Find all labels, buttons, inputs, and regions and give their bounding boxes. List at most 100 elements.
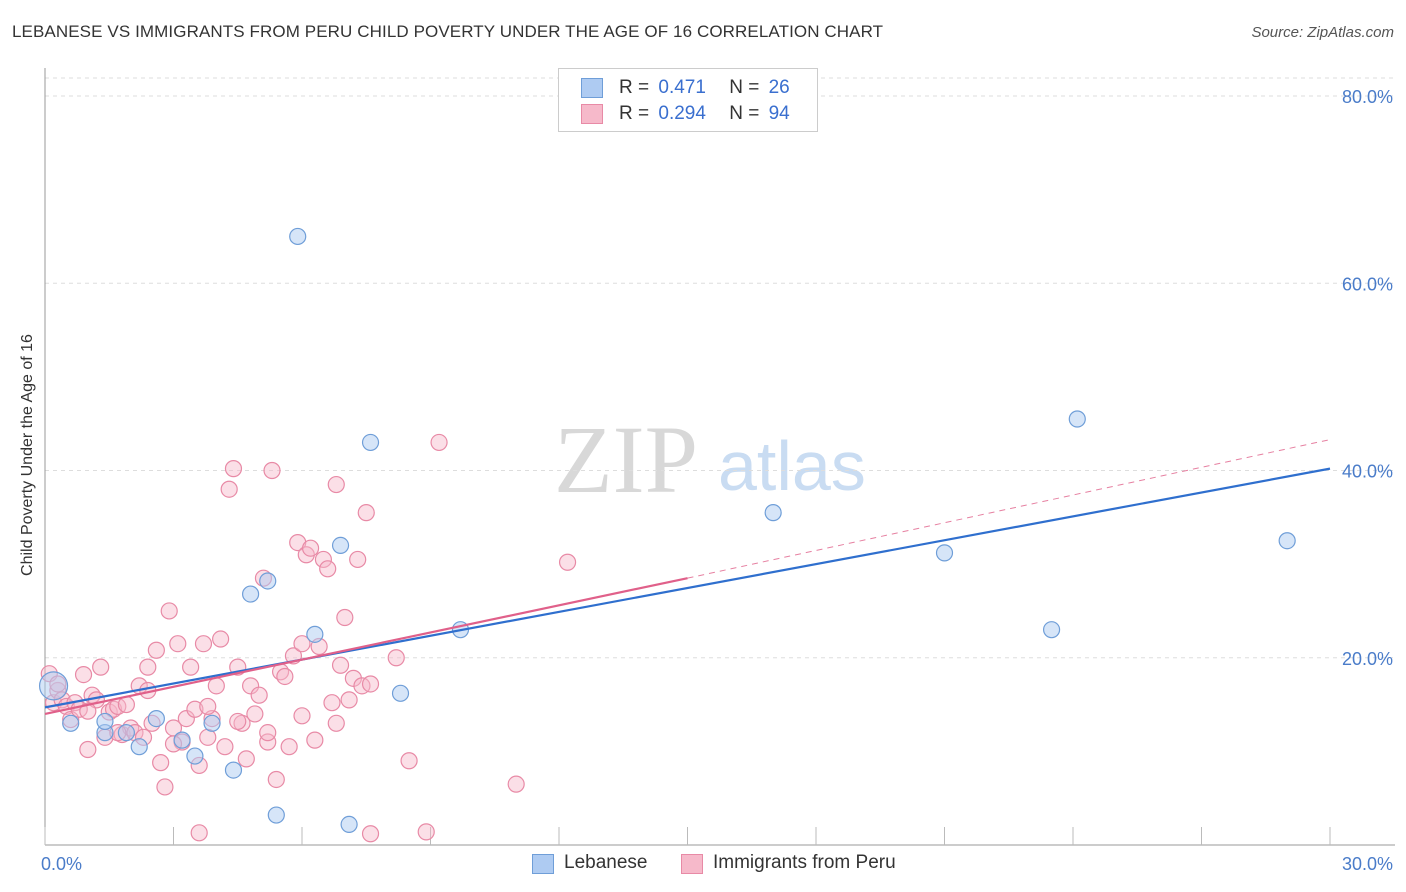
trend-lines: [44, 439, 1331, 716]
peru-trend-line: [44, 577, 688, 716]
legend-n-label: N =: [729, 77, 760, 98]
peru-point: [156, 778, 174, 796]
peru-point: [152, 754, 170, 772]
lebanese-point: [186, 747, 204, 765]
source-label: Source: ZipAtlas.com: [1251, 24, 1394, 41]
peru-point: [194, 635, 213, 653]
peru-point: [250, 686, 268, 704]
peru-point: [327, 714, 345, 732]
peru-legend-label: Immigrants from Peru: [713, 852, 896, 873]
peru-point: [558, 553, 577, 571]
lebanese-point: [935, 544, 954, 562]
peru-swatch: [581, 104, 603, 124]
peru-point: [319, 560, 337, 578]
peru-point: [306, 731, 324, 749]
peru-point: [220, 480, 238, 498]
peru-point: [327, 475, 345, 494]
y-tick-label: 60.0%: [1342, 274, 1393, 294]
lebanese-point: [147, 710, 165, 728]
y-tick-labels: 20.0% 40.0% 60.0% 80.0%: [1342, 87, 1393, 669]
peru-point: [263, 461, 281, 480]
peru-point: [259, 733, 277, 751]
peru-point: [267, 770, 285, 789]
lebanese-legend-swatch: [532, 854, 554, 874]
x-tick-labels: 0.0% 30.0%: [41, 854, 1393, 874]
y-tick-label: 80.0%: [1342, 87, 1393, 107]
peru-point: [400, 752, 418, 770]
peru-point: [139, 658, 157, 676]
peru-point: [237, 750, 255, 768]
lebanese-point: [1278, 532, 1296, 550]
x-tick-label: 30.0%: [1342, 854, 1393, 874]
peru-point: [199, 697, 217, 716]
lebanese-point: [267, 806, 285, 824]
lebanese-point: [391, 684, 410, 702]
lebanese-point: [764, 504, 782, 522]
lebanese-legend-label: Lebanese: [564, 852, 648, 873]
peru-point: [331, 656, 350, 674]
lebanese-swatch: [581, 78, 603, 98]
lebanese-point: [242, 585, 260, 603]
lebanese-point: [38, 671, 69, 701]
legend-n-value: 94: [768, 103, 790, 124]
peru-point: [293, 707, 311, 725]
y-tick-label: 40.0%: [1342, 462, 1393, 482]
peru-point: [216, 738, 234, 756]
peru-point: [182, 658, 200, 676]
peru-point: [357, 504, 375, 522]
peru-point: [242, 677, 260, 695]
lebanese-point: [96, 712, 114, 731]
lebanese-point: [224, 761, 243, 779]
axes: [44, 68, 1395, 846]
lebanese-point: [289, 227, 307, 246]
legend-r-value: 0.471: [658, 77, 706, 98]
peru-point: [276, 667, 294, 686]
lebanese-point: [331, 536, 350, 555]
chart-title: LEBANESE VS IMMIGRANTS FROM PERU CHILD P…: [12, 22, 884, 41]
peru-point: [430, 433, 448, 452]
lebanese-point: [1042, 621, 1061, 639]
peru-point: [361, 675, 380, 693]
peru-point: [212, 630, 230, 648]
peru-point: [147, 641, 165, 659]
peru-point: [293, 635, 311, 653]
lebanese-point: [117, 724, 135, 742]
lebanese-point: [306, 625, 324, 643]
legend-r-label: R =: [619, 103, 650, 124]
peru-point: [92, 658, 110, 676]
peru-point: [207, 677, 225, 695]
lebanese-point: [1068, 410, 1086, 428]
peru-point: [349, 550, 367, 569]
peru-legend-swatch: [681, 854, 703, 874]
peru-point: [177, 710, 195, 728]
peru-point: [224, 460, 243, 478]
peru-point: [79, 740, 97, 759]
peru-point: [361, 825, 380, 843]
peru-point: [280, 738, 298, 756]
legend-r-value: 0.294: [658, 103, 706, 124]
peru-point: [79, 702, 97, 720]
legend-r-label: R =: [619, 77, 650, 98]
peru-point: [314, 550, 333, 569]
peru-point: [169, 635, 187, 653]
peru-point: [186, 700, 204, 718]
watermark-zip: ZIP: [554, 406, 698, 513]
x-tick-label: 0.0%: [41, 854, 82, 874]
peru-point: [336, 608, 354, 627]
peru-point: [340, 691, 358, 709]
peru-point: [190, 824, 208, 842]
peru-point: [417, 823, 435, 841]
lebanese-point: [203, 714, 221, 732]
lebanese-point: [173, 731, 191, 749]
peru-point: [301, 539, 320, 557]
peru-point: [246, 705, 264, 723]
peru-point: [259, 724, 277, 742]
lebanese-points: [38, 227, 1296, 834]
lebanese-point: [340, 815, 358, 834]
lebanese-point: [62, 714, 80, 732]
peru-point: [160, 602, 178, 620]
lebanese-point: [130, 738, 148, 756]
watermark-atlas: atlas: [718, 427, 866, 505]
lebanese-point: [259, 572, 277, 590]
